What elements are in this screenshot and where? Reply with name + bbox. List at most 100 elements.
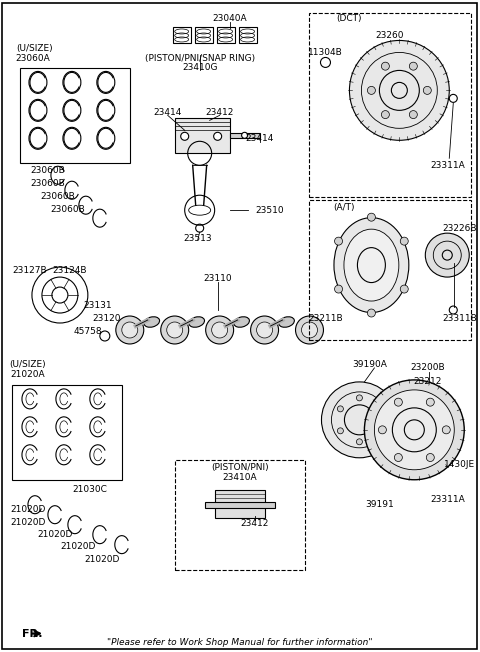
Text: 45758: 45758 xyxy=(73,327,102,336)
Circle shape xyxy=(337,406,343,412)
Circle shape xyxy=(180,132,189,140)
Circle shape xyxy=(409,62,417,70)
Ellipse shape xyxy=(67,131,77,145)
Text: 23414: 23414 xyxy=(245,134,274,143)
Text: 23311A: 23311A xyxy=(430,496,465,504)
Ellipse shape xyxy=(67,104,77,117)
Text: 21020A: 21020A xyxy=(11,370,45,379)
Circle shape xyxy=(301,322,317,338)
Circle shape xyxy=(349,40,449,140)
Text: 23060B: 23060B xyxy=(30,179,65,188)
Circle shape xyxy=(425,233,469,277)
Circle shape xyxy=(205,316,234,344)
Text: 23127B: 23127B xyxy=(12,265,47,274)
Text: (PISTON/PNI/SNAP RING): (PISTON/PNI/SNAP RING) xyxy=(144,54,255,63)
Circle shape xyxy=(378,426,386,434)
Text: 23212: 23212 xyxy=(413,378,442,387)
Circle shape xyxy=(337,428,343,434)
Circle shape xyxy=(241,132,248,138)
Circle shape xyxy=(426,398,434,406)
Bar xyxy=(310,200,471,340)
Circle shape xyxy=(409,111,417,119)
Text: 21020D: 21020D xyxy=(37,530,72,539)
Bar xyxy=(173,27,191,44)
Circle shape xyxy=(212,322,228,338)
Text: 23040A: 23040A xyxy=(212,14,247,23)
Text: "Please refer to Work Shop Manual for further information": "Please refer to Work Shop Manual for fu… xyxy=(107,638,372,647)
Circle shape xyxy=(364,380,464,480)
Circle shape xyxy=(214,132,222,140)
Circle shape xyxy=(395,398,402,406)
Ellipse shape xyxy=(101,131,111,145)
Text: 23410G: 23410G xyxy=(182,63,217,72)
Text: 23211B: 23211B xyxy=(308,314,343,323)
Circle shape xyxy=(395,454,402,462)
Bar xyxy=(310,12,471,197)
Circle shape xyxy=(367,213,375,221)
Text: 23110: 23110 xyxy=(204,274,232,282)
Ellipse shape xyxy=(33,104,43,117)
Text: 23311B: 23311B xyxy=(442,314,477,323)
Text: 23060A: 23060A xyxy=(15,54,50,63)
Text: 23414: 23414 xyxy=(154,108,182,117)
Circle shape xyxy=(423,86,432,95)
Ellipse shape xyxy=(234,317,250,327)
Circle shape xyxy=(335,285,343,293)
Text: 23510: 23510 xyxy=(255,205,284,215)
Ellipse shape xyxy=(33,131,43,145)
Text: 21020D: 21020D xyxy=(10,518,46,527)
Text: 23311A: 23311A xyxy=(430,161,465,170)
Text: 23060B: 23060B xyxy=(30,166,65,175)
Circle shape xyxy=(335,237,343,245)
Ellipse shape xyxy=(279,317,294,327)
Text: 39191: 39191 xyxy=(365,500,394,509)
Circle shape xyxy=(442,426,450,434)
Text: 23124B: 23124B xyxy=(53,265,87,274)
Ellipse shape xyxy=(67,76,77,89)
Text: 23513: 23513 xyxy=(183,233,212,243)
Ellipse shape xyxy=(33,76,43,89)
Text: (U/SIZE): (U/SIZE) xyxy=(10,361,46,370)
Circle shape xyxy=(116,316,144,344)
Text: 21020D: 21020D xyxy=(10,505,46,514)
Circle shape xyxy=(400,237,408,245)
Text: 23060B: 23060B xyxy=(50,205,84,214)
Text: 23200B: 23200B xyxy=(410,363,444,372)
Bar xyxy=(175,118,229,153)
Ellipse shape xyxy=(101,104,111,117)
Bar xyxy=(20,68,130,163)
Text: 23120: 23120 xyxy=(93,314,121,323)
Bar xyxy=(216,27,235,44)
Circle shape xyxy=(167,322,183,338)
Text: FR.: FR. xyxy=(22,629,42,638)
Circle shape xyxy=(322,382,397,458)
Bar xyxy=(12,385,122,480)
Text: 23131: 23131 xyxy=(84,301,112,310)
Bar xyxy=(239,27,257,44)
Ellipse shape xyxy=(344,229,399,301)
Circle shape xyxy=(367,309,375,317)
Text: (DCT): (DCT) xyxy=(336,14,362,23)
Circle shape xyxy=(400,285,408,293)
Text: 23412: 23412 xyxy=(240,519,269,528)
Text: (PISTON/PNI): (PISTON/PNI) xyxy=(211,464,268,472)
Text: 23412: 23412 xyxy=(205,108,234,117)
Ellipse shape xyxy=(101,76,111,89)
Circle shape xyxy=(382,111,389,119)
Circle shape xyxy=(122,322,138,338)
Bar xyxy=(204,502,275,508)
Circle shape xyxy=(251,316,278,344)
Text: 21030C: 21030C xyxy=(72,485,108,494)
Text: 11304B: 11304B xyxy=(308,48,343,57)
Text: (U/SIZE): (U/SIZE) xyxy=(17,44,53,53)
Text: 1430JE: 1430JE xyxy=(444,460,475,469)
Bar xyxy=(195,27,213,44)
Text: 21020D: 21020D xyxy=(84,555,120,564)
Bar xyxy=(215,490,264,518)
Text: 23260: 23260 xyxy=(375,31,404,40)
Ellipse shape xyxy=(334,218,409,312)
Circle shape xyxy=(257,322,273,338)
Circle shape xyxy=(375,428,382,434)
Text: (A/T): (A/T) xyxy=(334,203,355,212)
Circle shape xyxy=(357,395,362,401)
